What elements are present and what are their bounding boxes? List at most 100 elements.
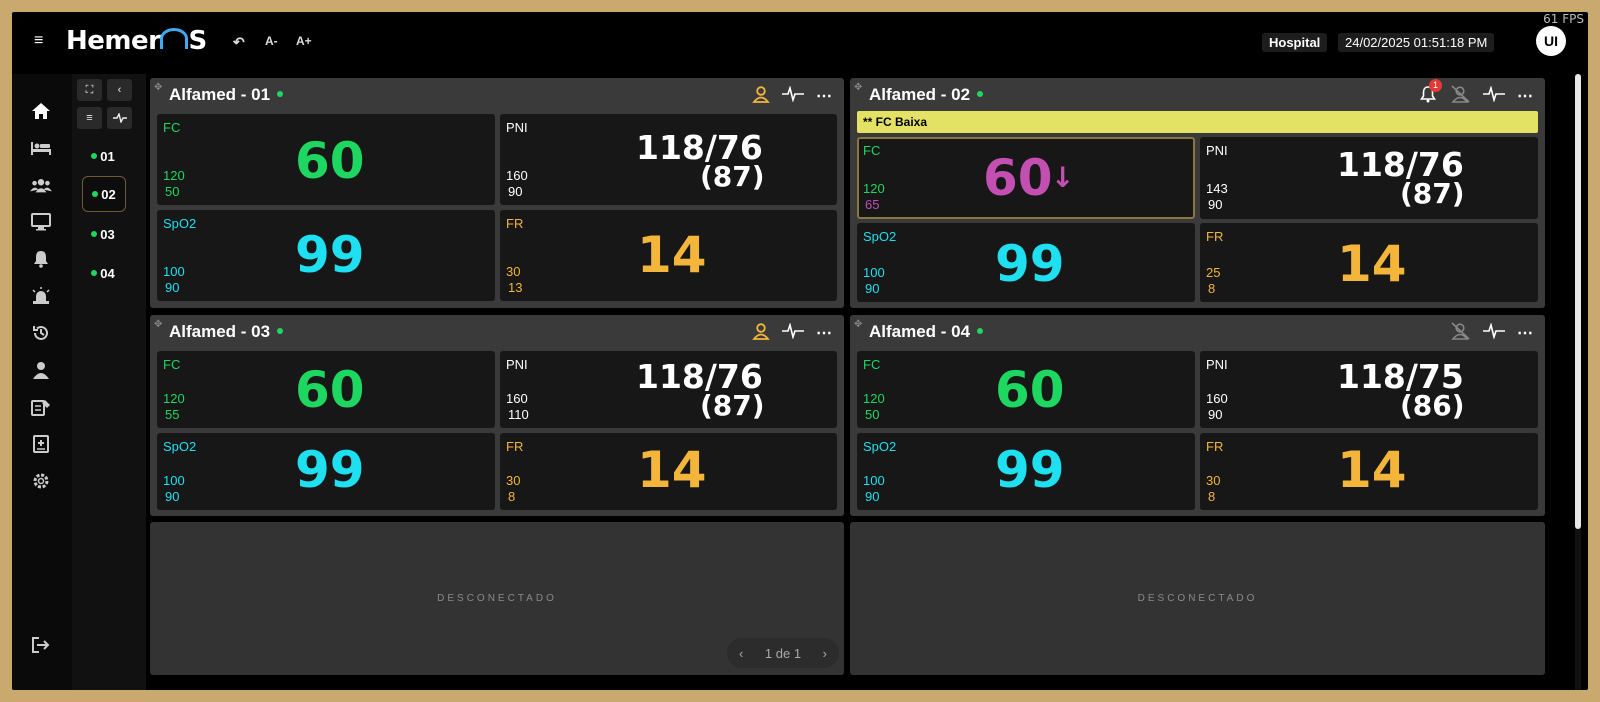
drag-handle-icon[interactable]: ✥ [854, 319, 863, 330]
fr-tile[interactable]: FR 30 13 14 [500, 210, 837, 301]
font-increase-button[interactable]: A+ [296, 34, 312, 48]
fullscreen-icon[interactable]: ⛶ [77, 79, 102, 101]
panel-actions: ⋯ [1449, 321, 1533, 345]
bed-item[interactable]: 01 [82, 139, 124, 173]
pni-mean: (87) [700, 389, 765, 422]
fc-tile[interactable]: FC 120 50 60 [857, 351, 1195, 428]
bed-list-panel: ⛶ ‹ ≡ 01 02 03 04 [72, 74, 146, 690]
monitor-title: Alfamed - 01 [169, 85, 284, 105]
fr-value: 14 [1337, 441, 1407, 499]
panel-actions: ⋯ [752, 84, 832, 108]
app-frame: 61 FPS ≡ Hemer S ↶ A- A+ Hospital 24/02/2… [12, 12, 1588, 690]
user-icon[interactable] [30, 359, 52, 381]
undo-icon[interactable]: ↶ [233, 34, 245, 50]
pni-value: 118/76 [636, 128, 763, 167]
fr-value: 14 [1337, 235, 1407, 293]
siren-icon[interactable] [30, 285, 52, 307]
monitor-panel-04: ✥ Alfamed - 04 ⋯ FC 120 50 60 PNI 160 90… [850, 315, 1545, 516]
pni-mean: (87) [700, 160, 765, 193]
spo2-value: 99 [295, 441, 365, 499]
fc-value: 60 [995, 361, 1065, 419]
more-icon[interactable]: ⋯ [1517, 88, 1533, 105]
collapse-icon[interactable]: ‹ [107, 79, 132, 101]
sidebar [12, 74, 72, 690]
patient-off-icon[interactable] [1449, 321, 1471, 345]
monitor-title: Alfamed - 02 [869, 85, 984, 105]
fps-counter: 61 FPS [1543, 12, 1584, 26]
avatar[interactable]: UI [1536, 26, 1566, 56]
monitor-panel-01: ✥ Alfamed - 01 ⋯ FC 120 50 60 PNI 160 90… [150, 78, 844, 308]
waveform-icon[interactable] [1483, 321, 1505, 344]
waveform-icon[interactable] [782, 321, 804, 344]
monitor-panel-02: ✥ Alfamed - 02 1 ⋯ ** FC Baixa FC 120 65… [850, 78, 1545, 308]
fr-value: 14 [637, 441, 707, 499]
drag-handle-icon[interactable]: ✥ [154, 82, 163, 93]
pni-mean: (86) [1400, 389, 1465, 422]
fc-trend-down-icon: ↓ [1051, 161, 1075, 194]
bed-item-active[interactable]: 02 [82, 176, 126, 212]
alarm-bell-icon[interactable]: 1 [1419, 78, 1442, 108]
monitor-panel-03: ✥ Alfamed - 03 ⋯ FC 120 55 60 PNI 160 11… [150, 315, 844, 516]
hospital-label: Hospital [1262, 33, 1328, 52]
spo2-tile[interactable]: SpO2 100 90 99 [857, 223, 1195, 302]
bed-item[interactable]: 04 [82, 256, 124, 290]
spo2-tile[interactable]: SpO2 100 90 99 [857, 433, 1195, 510]
more-icon[interactable]: ⋯ [1517, 325, 1533, 342]
bell-icon[interactable] [30, 248, 52, 270]
fc-tile[interactable]: FC 120 50 60 [157, 114, 495, 205]
pni-tile[interactable]: PNI 143 90 118/76 (87) [1200, 137, 1538, 219]
history-icon[interactable] [30, 322, 52, 344]
monitor-icon[interactable] [30, 211, 52, 233]
fr-tile[interactable]: FR 25 8 14 [1200, 223, 1538, 302]
prev-page-icon[interactable]: ‹ [739, 645, 744, 661]
pni-tile[interactable]: PNI 160 90 118/75 (86) [1200, 351, 1538, 428]
logo-o-icon [160, 28, 189, 49]
datetime-label: 24/02/2025 01:51:18 PM [1338, 33, 1495, 52]
fr-value: 14 [637, 226, 707, 284]
patient-icon[interactable] [752, 85, 770, 108]
disconnected-slot: DESCONECTADO [850, 522, 1545, 675]
fr-tile[interactable]: FR 30 8 14 [1200, 433, 1538, 510]
pni-tile[interactable]: PNI 160 110 118/76 (87) [500, 351, 837, 428]
wave-view-icon[interactable] [107, 107, 132, 129]
pni-mean: (87) [1400, 177, 1465, 210]
pni-value: 118/75 [1337, 357, 1464, 396]
panel-actions: ⋯ [752, 321, 832, 345]
spo2-tile[interactable]: SpO2 100 90 99 [157, 433, 495, 510]
home-icon[interactable] [30, 100, 52, 122]
waveform-icon[interactable] [1483, 84, 1505, 107]
more-icon[interactable]: ⋯ [816, 88, 832, 105]
font-decrease-button[interactable]: A- [265, 34, 278, 48]
monitor-title: Alfamed - 04 [869, 322, 984, 342]
page-indicator: 1 de 1 [764, 645, 802, 661]
drag-handle-icon[interactable]: ✥ [154, 319, 163, 330]
fc-tile-alarm[interactable]: FC 120 65 60 ↓ [857, 137, 1195, 219]
fc-value: 60 [295, 132, 365, 190]
alarm-count-badge: 1 [1429, 78, 1442, 92]
logout-icon[interactable] [30, 634, 52, 656]
scrollbar-thumb[interactable] [1575, 74, 1581, 529]
pni-tile[interactable]: PNI 160 90 118/76 (87) [500, 114, 837, 205]
group-icon[interactable] [30, 174, 52, 196]
alert-banner[interactable]: ** FC Baixa [857, 111, 1538, 133]
fc-tile[interactable]: FC 120 55 60 [157, 351, 495, 428]
spo2-value: 99 [995, 235, 1065, 293]
logo: Hemer S [66, 26, 207, 56]
menu-icon[interactable]: ≡ [34, 32, 44, 49]
tools-icon[interactable] [30, 396, 52, 418]
patient-icon[interactable] [752, 322, 770, 345]
waveform-icon[interactable] [782, 84, 804, 107]
scrollbar[interactable] [1575, 74, 1581, 690]
next-page-icon[interactable]: › [822, 645, 827, 661]
bed-item[interactable]: 03 [82, 217, 124, 251]
list-view-icon[interactable]: ≡ [77, 107, 102, 129]
more-icon[interactable]: ⋯ [816, 325, 832, 342]
panel-actions: 1 ⋯ [1419, 78, 1533, 108]
spo2-tile[interactable]: SpO2 100 90 99 [157, 210, 495, 301]
fr-tile[interactable]: FR 30 8 14 [500, 433, 837, 510]
gear-icon[interactable] [30, 470, 52, 492]
patient-off-icon[interactable] [1449, 84, 1471, 108]
drag-handle-icon[interactable]: ✥ [854, 82, 863, 93]
bed-icon[interactable] [30, 137, 52, 159]
add-report-icon[interactable] [30, 433, 52, 455]
